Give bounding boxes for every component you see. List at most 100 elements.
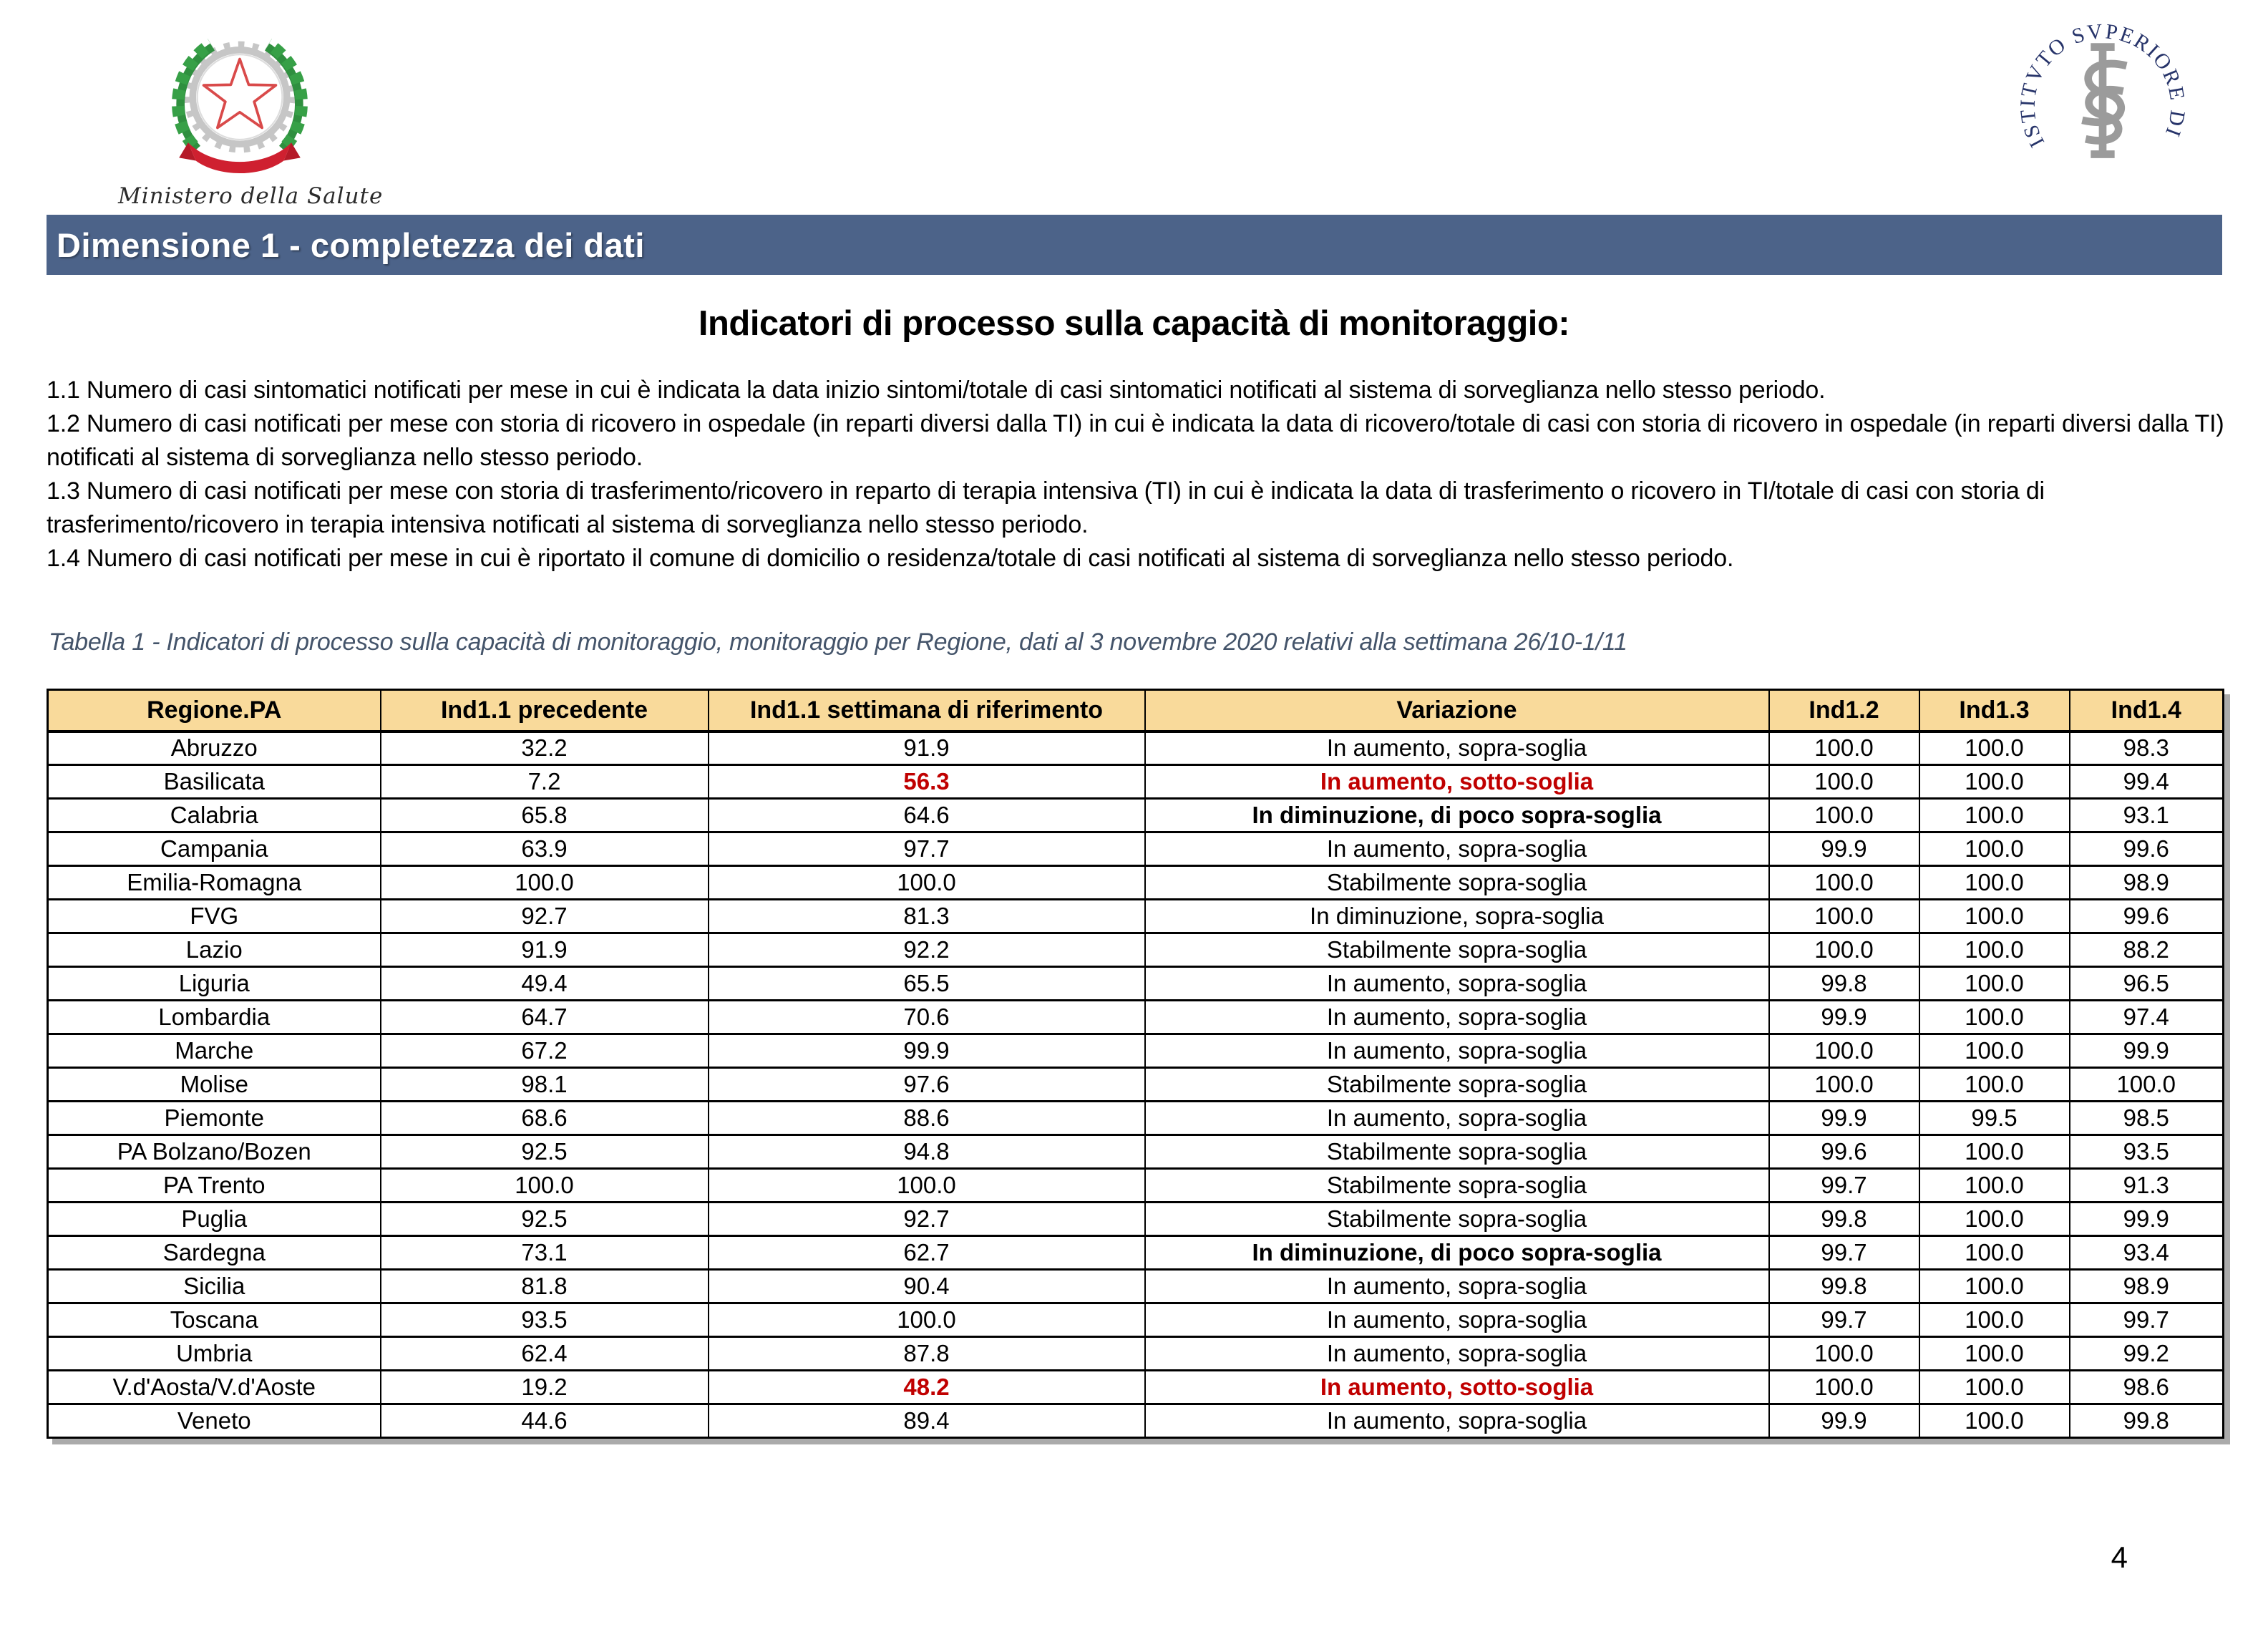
table-caption: Tabella 1 - Indicatori di processo sulla… bbox=[49, 628, 1627, 656]
cell-ind13: 100.0 bbox=[1918, 865, 2070, 900]
cell-ind11-riferimento: 62.7 bbox=[707, 1235, 1146, 1271]
cell-ind12: 99.8 bbox=[1768, 1269, 1920, 1304]
cell-ind12: 99.9 bbox=[1768, 1101, 1920, 1136]
cell-ind14: 91.3 bbox=[2068, 1168, 2224, 1203]
cell-ind11-riferimento: 56.3 bbox=[707, 764, 1146, 800]
table-row: Piemonte 68.6 88.6 In aumento, sopra-sog… bbox=[47, 1101, 2224, 1136]
table-row: PA Bolzano/Bozen 92.5 94.8 Stabilmente s… bbox=[47, 1135, 2224, 1170]
indicator-descriptions: 1.1 Numero di casi sintomatici notificat… bbox=[47, 374, 2225, 575]
cell-regione: Liguria bbox=[47, 966, 381, 1001]
cell-ind11-precedente: 65.8 bbox=[379, 798, 709, 833]
cell-regione: Sardegna bbox=[47, 1235, 381, 1271]
table-row: Campania 63.9 97.7 In aumento, sopra-sog… bbox=[47, 832, 2224, 867]
table-row: Sicilia 81.8 90.4 In aumento, sopra-sogl… bbox=[47, 1269, 2224, 1304]
cell-regione: Sicilia bbox=[47, 1269, 381, 1304]
cell-ind13: 100.0 bbox=[1918, 1135, 2070, 1170]
column-header-ind12: Ind1.2 bbox=[1768, 689, 1920, 733]
cell-ind12: 99.9 bbox=[1768, 1404, 1920, 1439]
table-row: Molise 98.1 97.6 Stabilmente sopra-sogli… bbox=[47, 1067, 2224, 1102]
cell-ind14: 100.0 bbox=[2068, 1067, 2224, 1102]
cell-ind11-riferimento: 100.0 bbox=[707, 1168, 1146, 1203]
iss-logo: ISTITVTO SVPERIORE DI SANITÀ bbox=[2009, 0, 2188, 183]
column-header-ind11-riferimento: Ind1.1 settimana di riferimento bbox=[707, 689, 1146, 733]
cell-ind14: 88.2 bbox=[2068, 933, 2224, 968]
indicator-1-3-description: 1.3 Numero di casi notificati per mese c… bbox=[47, 477, 2045, 538]
page-number: 4 bbox=[2111, 1540, 2128, 1574]
cell-ind13: 100.0 bbox=[1918, 933, 2070, 968]
cell-regione: Emilia-Romagna bbox=[47, 865, 381, 900]
cell-variazione: Stabilmente sopra-soglia bbox=[1144, 865, 1770, 900]
cell-regione: Veneto bbox=[47, 1404, 381, 1439]
cell-ind12: 99.6 bbox=[1768, 1135, 1920, 1170]
table-row: Liguria 49.4 65.5 In aumento, sopra-sogl… bbox=[47, 966, 2224, 1001]
cell-ind11-precedente: 63.9 bbox=[379, 832, 709, 867]
cell-ind14: 98.9 bbox=[2068, 865, 2224, 900]
cell-ind11-riferimento: 100.0 bbox=[707, 865, 1146, 900]
cell-ind12: 99.8 bbox=[1768, 1202, 1920, 1237]
cell-ind12: 100.0 bbox=[1768, 1067, 1920, 1102]
cell-ind12: 100.0 bbox=[1768, 865, 1920, 900]
cell-ind14: 99.6 bbox=[2068, 899, 2224, 934]
table-row: FVG 92.7 81.3 In diminuzione, sopra-sogl… bbox=[47, 899, 2224, 934]
cell-regione: Toscana bbox=[47, 1303, 381, 1338]
cell-regione: Campania bbox=[47, 832, 381, 867]
column-header-ind11-precedente: Ind1.1 precedente bbox=[379, 689, 709, 733]
cell-ind12: 100.0 bbox=[1768, 731, 1920, 766]
ministero-salute-caption: Ministero della Salute bbox=[118, 183, 384, 209]
cell-ind11-riferimento: 87.8 bbox=[707, 1336, 1146, 1371]
cell-variazione: Stabilmente sopra-soglia bbox=[1144, 1067, 1770, 1102]
cell-ind14: 93.4 bbox=[2068, 1235, 2224, 1271]
cell-ind12: 100.0 bbox=[1768, 899, 1920, 934]
indicator-1-1-description: 1.1 Numero di casi sintomatici notificat… bbox=[47, 377, 1826, 404]
cell-regione: FVG bbox=[47, 899, 381, 934]
cell-ind11-precedente: 67.2 bbox=[379, 1034, 709, 1069]
table-row: Marche 67.2 99.9 In aumento, sopra-sogli… bbox=[47, 1034, 2224, 1069]
cell-variazione: In aumento, sotto-soglia bbox=[1144, 764, 1770, 800]
table-row: V.d'Aosta/V.d'Aoste 19.2 48.2 In aumento… bbox=[47, 1370, 2224, 1405]
cell-variazione: Stabilmente sopra-soglia bbox=[1144, 1202, 1770, 1237]
cell-regione: Abruzzo bbox=[47, 731, 381, 766]
cell-ind12: 99.7 bbox=[1768, 1168, 1920, 1203]
cell-variazione: In aumento, sopra-soglia bbox=[1144, 1303, 1770, 1338]
cell-ind13: 100.0 bbox=[1918, 764, 2070, 800]
cell-ind14: 93.1 bbox=[2068, 798, 2224, 833]
cell-ind11-precedente: 92.5 bbox=[379, 1202, 709, 1237]
table-row: Lazio 91.9 92.2 Stabilmente sopra-soglia… bbox=[47, 933, 2224, 968]
cell-ind11-riferimento: 100.0 bbox=[707, 1303, 1146, 1338]
cell-variazione: In aumento, sopra-soglia bbox=[1144, 731, 1770, 766]
cell-ind11-riferimento: 91.9 bbox=[707, 731, 1146, 766]
cell-ind14: 99.7 bbox=[2068, 1303, 2224, 1338]
cell-variazione: Stabilmente sopra-soglia bbox=[1144, 1168, 1770, 1203]
cell-ind12: 100.0 bbox=[1768, 1034, 1920, 1069]
indicator-1-2-description: 1.2 Numero di casi notificati per mese c… bbox=[47, 410, 2224, 471]
cell-ind14: 98.6 bbox=[2068, 1370, 2224, 1405]
cell-ind11-riferimento: 92.2 bbox=[707, 933, 1146, 968]
cell-ind11-riferimento: 97.6 bbox=[707, 1067, 1146, 1102]
cell-regione: Molise bbox=[47, 1067, 381, 1102]
cell-ind11-riferimento: 90.4 bbox=[707, 1269, 1146, 1304]
indicator-1-4-description: 1.4 Numero di casi notificati per mese i… bbox=[47, 545, 1734, 572]
cell-ind13: 100.0 bbox=[1918, 899, 2070, 934]
cell-ind11-precedente: 100.0 bbox=[379, 865, 709, 900]
cell-ind14: 96.5 bbox=[2068, 966, 2224, 1001]
cell-ind13: 100.0 bbox=[1918, 966, 2070, 1001]
cell-ind11-precedente: 44.6 bbox=[379, 1404, 709, 1439]
cell-regione: Piemonte bbox=[47, 1101, 381, 1136]
cell-variazione: In aumento, sopra-soglia bbox=[1144, 966, 1770, 1001]
cell-ind11-riferimento: 99.9 bbox=[707, 1034, 1146, 1069]
cell-ind11-riferimento: 81.3 bbox=[707, 899, 1146, 934]
cell-variazione: In aumento, sopra-soglia bbox=[1144, 1336, 1770, 1371]
cell-variazione: In aumento, sotto-soglia bbox=[1144, 1370, 1770, 1405]
cell-ind13: 100.0 bbox=[1918, 1235, 2070, 1271]
cell-regione: Marche bbox=[47, 1034, 381, 1069]
cell-ind11-precedente: 49.4 bbox=[379, 966, 709, 1001]
cell-ind14: 98.9 bbox=[2068, 1269, 2224, 1304]
cell-variazione: In aumento, sopra-soglia bbox=[1144, 1404, 1770, 1439]
cell-ind11-precedente: 68.6 bbox=[379, 1101, 709, 1136]
cell-ind11-precedente: 32.2 bbox=[379, 731, 709, 766]
cell-regione: Lazio bbox=[47, 933, 381, 968]
section-header-title: Dimensione 1 - completezza dei dati bbox=[57, 225, 645, 264]
cell-ind14: 93.5 bbox=[2068, 1135, 2224, 1170]
page-title: Indicatori di processo sulla capacità di… bbox=[698, 304, 1570, 343]
